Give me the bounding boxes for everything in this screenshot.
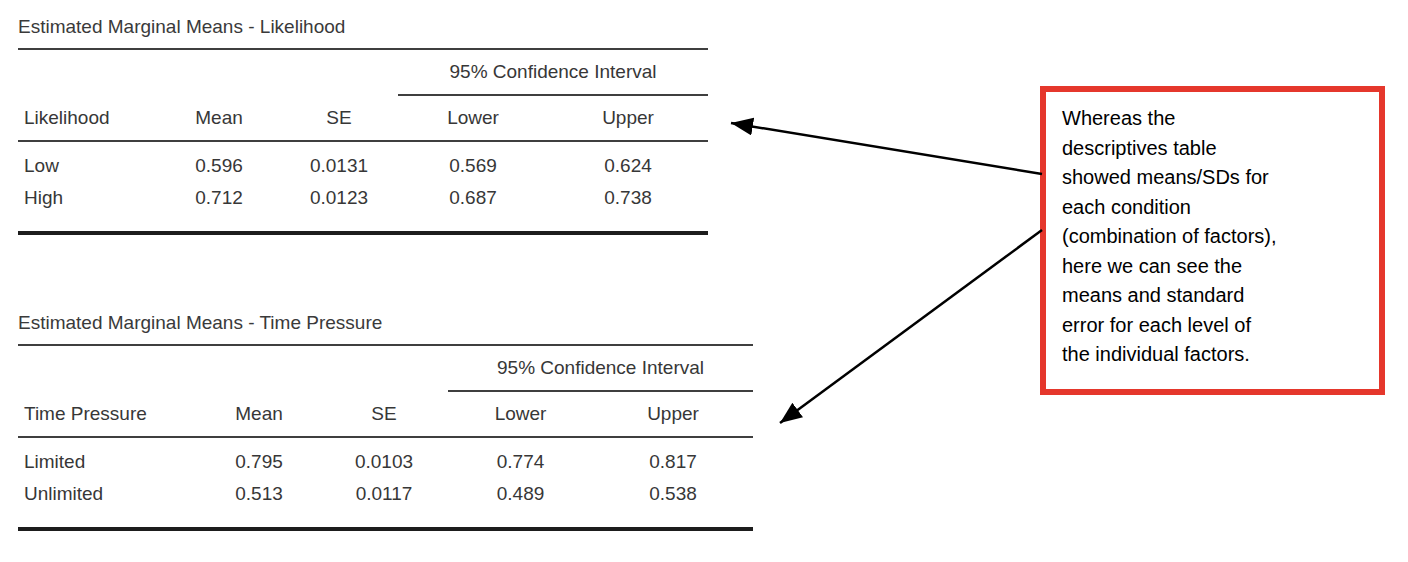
column-header-se: SE — [280, 95, 398, 141]
level-cell: Unlimited — [18, 475, 198, 513]
time-pressure-table-title: Estimated Marginal Means - Time Pressure — [18, 310, 753, 344]
likelihood-emm-table-block: Estimated Marginal Means - Likelihood 95… — [18, 14, 708, 235]
time-pressure-emm-table: 95% Confidence Interval Time Pressure Me… — [18, 344, 753, 531]
ci-upper-cell: 0.817 — [593, 437, 753, 475]
level-cell: Low — [18, 141, 158, 179]
empty-cell — [18, 49, 158, 95]
se-cell: 0.0131 — [280, 141, 398, 179]
se-cell: 0.0123 — [280, 179, 398, 217]
ci-spanner-header: 95% Confidence Interval — [448, 345, 753, 391]
column-header-row: Time Pressure Mean SE Lower Upper — [18, 391, 753, 437]
column-header-upper: Upper — [548, 95, 708, 141]
se-cell: 0.0117 — [320, 475, 448, 513]
empty-cell — [18, 345, 198, 391]
table-spacer-row — [18, 513, 753, 529]
ci-lower-cell: 0.687 — [398, 179, 548, 217]
ci-lower-cell: 0.774 — [448, 437, 593, 475]
table-spacer-row — [18, 217, 708, 233]
empty-cell — [198, 345, 320, 391]
column-header-lower: Lower — [398, 95, 548, 141]
likelihood-table-title: Estimated Marginal Means - Likelihood — [18, 14, 708, 48]
empty-cell — [320, 345, 448, 391]
likelihood-emm-table: 95% Confidence Interval Likelihood Mean … — [18, 48, 708, 235]
column-header-likelihood: Likelihood — [18, 95, 158, 141]
ci-spanner-header: 95% Confidence Interval — [398, 49, 708, 95]
column-header-mean: Mean — [158, 95, 280, 141]
table-row-unlimited: Unlimited 0.513 0.0117 0.489 0.538 — [18, 475, 753, 513]
table-row-low: Low 0.596 0.0131 0.569 0.624 — [18, 141, 708, 179]
ci-lower-cell: 0.489 — [448, 475, 593, 513]
mean-cell: 0.712 — [158, 179, 280, 217]
column-header-row: Likelihood Mean SE Lower Upper — [18, 95, 708, 141]
column-header-se: SE — [320, 391, 448, 437]
empty-cell — [280, 49, 398, 95]
ci-lower-cell: 0.569 — [398, 141, 548, 179]
level-cell: Limited — [18, 437, 198, 475]
annotation-callout-box: Whereas the descriptives table showed me… — [1040, 86, 1385, 395]
column-header-mean: Mean — [198, 391, 320, 437]
mean-cell: 0.513 — [198, 475, 320, 513]
arrow-to-time-pressure-table — [780, 230, 1042, 423]
ci-upper-cell: 0.738 — [548, 179, 708, 217]
column-header-upper: Upper — [593, 391, 753, 437]
level-cell: High — [18, 179, 158, 217]
time-pressure-emm-table-block: Estimated Marginal Means - Time Pressure… — [18, 310, 753, 531]
se-cell: 0.0103 — [320, 437, 448, 475]
empty-cell — [158, 49, 280, 95]
ci-upper-cell: 0.624 — [548, 141, 708, 179]
ci-upper-cell: 0.538 — [593, 475, 753, 513]
ci-spanner-row: 95% Confidence Interval — [18, 345, 753, 391]
ci-spanner-row: 95% Confidence Interval — [18, 49, 708, 95]
column-header-lower: Lower — [448, 391, 593, 437]
table-row-limited: Limited 0.795 0.0103 0.774 0.817 — [18, 437, 753, 475]
table-row-high: High 0.712 0.0123 0.687 0.738 — [18, 179, 708, 217]
mean-cell: 0.795 — [198, 437, 320, 475]
arrow-to-likelihood-table — [731, 123, 1042, 174]
column-header-time-pressure: Time Pressure — [18, 391, 198, 437]
mean-cell: 0.596 — [158, 141, 280, 179]
